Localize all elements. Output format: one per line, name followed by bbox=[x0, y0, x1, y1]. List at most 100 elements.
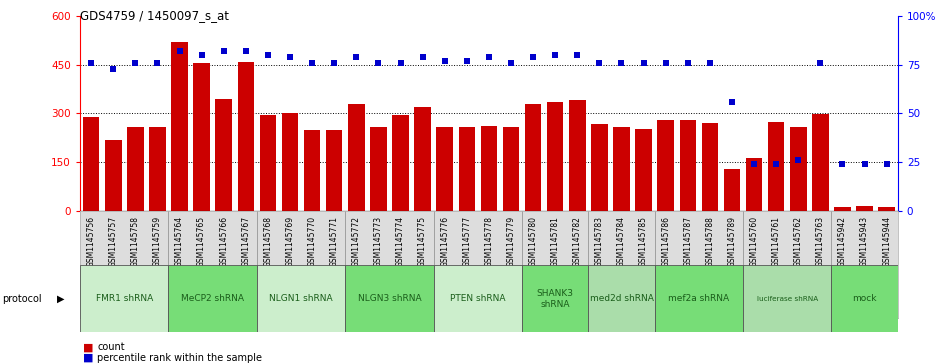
Bar bbox=[480, 126, 497, 211]
Point bbox=[283, 54, 298, 60]
Text: SHANK3
shRNA: SHANK3 shRNA bbox=[537, 289, 574, 309]
Point bbox=[636, 60, 651, 66]
Text: NLGN1 shRNA: NLGN1 shRNA bbox=[269, 294, 333, 303]
Point bbox=[84, 60, 99, 66]
Point bbox=[769, 161, 784, 167]
Bar bbox=[723, 169, 740, 211]
Point bbox=[703, 60, 718, 66]
Bar bbox=[812, 114, 829, 211]
Text: GSM1145782: GSM1145782 bbox=[573, 216, 582, 267]
Text: GSM1145784: GSM1145784 bbox=[617, 216, 626, 267]
Bar bbox=[193, 63, 210, 211]
Point bbox=[216, 48, 231, 54]
Point bbox=[503, 60, 518, 66]
Bar bbox=[856, 206, 873, 211]
Point bbox=[570, 52, 585, 58]
Text: GSM1145758: GSM1145758 bbox=[131, 216, 139, 267]
Text: ▶: ▶ bbox=[57, 294, 64, 303]
Point bbox=[393, 60, 408, 66]
Bar bbox=[525, 104, 542, 211]
Text: GSM1145773: GSM1145773 bbox=[374, 216, 382, 267]
Text: GSM1145772: GSM1145772 bbox=[351, 216, 361, 267]
Bar bbox=[370, 127, 386, 211]
Bar bbox=[746, 158, 762, 211]
Bar bbox=[768, 122, 785, 211]
Point bbox=[327, 60, 342, 66]
Text: GDS4759 / 1450097_s_at: GDS4759 / 1450097_s_at bbox=[80, 9, 229, 22]
Text: GSM1145780: GSM1145780 bbox=[528, 216, 538, 267]
Point bbox=[592, 60, 607, 66]
Text: GSM1145759: GSM1145759 bbox=[153, 216, 162, 267]
Bar bbox=[326, 130, 343, 211]
Text: GSM1145756: GSM1145756 bbox=[87, 216, 96, 267]
Bar bbox=[414, 107, 430, 211]
Bar bbox=[613, 127, 630, 211]
Bar bbox=[591, 124, 608, 211]
Text: mef2a shRNA: mef2a shRNA bbox=[668, 294, 729, 303]
Text: GSM1145760: GSM1145760 bbox=[750, 216, 758, 267]
Bar bbox=[503, 127, 519, 211]
Text: ■: ■ bbox=[83, 342, 93, 352]
Bar bbox=[83, 117, 100, 211]
Text: GSM1145944: GSM1145944 bbox=[882, 216, 891, 267]
Bar bbox=[392, 115, 409, 211]
Point bbox=[747, 161, 762, 167]
Bar bbox=[459, 127, 475, 211]
Bar bbox=[260, 115, 276, 211]
Bar bbox=[304, 130, 320, 211]
Text: GSM1145766: GSM1145766 bbox=[219, 216, 228, 267]
Point bbox=[835, 161, 850, 167]
Text: GSM1145788: GSM1145788 bbox=[706, 216, 714, 267]
Text: percentile rank within the sample: percentile rank within the sample bbox=[97, 352, 262, 363]
Text: GSM1145781: GSM1145781 bbox=[551, 216, 560, 267]
FancyBboxPatch shape bbox=[433, 265, 522, 332]
FancyBboxPatch shape bbox=[80, 265, 169, 332]
Bar bbox=[878, 207, 895, 211]
Bar bbox=[569, 101, 586, 211]
FancyBboxPatch shape bbox=[346, 265, 433, 332]
Bar bbox=[149, 127, 166, 211]
Point bbox=[304, 60, 319, 66]
Point bbox=[724, 99, 739, 105]
Text: GSM1145786: GSM1145786 bbox=[661, 216, 670, 267]
Text: GSM1145943: GSM1145943 bbox=[860, 216, 869, 267]
Point bbox=[260, 52, 275, 58]
Text: GSM1145768: GSM1145768 bbox=[264, 216, 272, 267]
FancyBboxPatch shape bbox=[169, 265, 257, 332]
FancyBboxPatch shape bbox=[257, 265, 346, 332]
Bar bbox=[105, 140, 122, 211]
Point bbox=[481, 54, 496, 60]
Text: GSM1145942: GSM1145942 bbox=[838, 216, 847, 267]
Text: GSM1145776: GSM1145776 bbox=[440, 216, 449, 267]
Bar bbox=[348, 104, 365, 211]
Bar bbox=[679, 120, 696, 211]
Text: mock: mock bbox=[853, 294, 877, 303]
Bar bbox=[216, 99, 232, 211]
Point bbox=[680, 60, 695, 66]
Point bbox=[349, 54, 364, 60]
Bar bbox=[237, 62, 254, 211]
Text: GSM1145757: GSM1145757 bbox=[108, 216, 118, 267]
Text: GSM1145761: GSM1145761 bbox=[771, 216, 781, 267]
Point bbox=[460, 58, 475, 64]
Text: GSM1145763: GSM1145763 bbox=[816, 216, 825, 267]
Bar bbox=[436, 127, 453, 211]
Point bbox=[614, 60, 629, 66]
Text: FMR1 shRNA: FMR1 shRNA bbox=[96, 294, 153, 303]
Bar bbox=[547, 102, 563, 211]
Point bbox=[128, 60, 143, 66]
Point bbox=[238, 48, 253, 54]
Point bbox=[790, 157, 805, 163]
FancyBboxPatch shape bbox=[655, 265, 743, 332]
Text: GSM1145775: GSM1145775 bbox=[418, 216, 427, 267]
Bar bbox=[658, 120, 674, 211]
Point bbox=[437, 58, 452, 64]
Point bbox=[879, 161, 894, 167]
Point bbox=[172, 48, 187, 54]
Point bbox=[526, 54, 541, 60]
Point bbox=[857, 161, 872, 167]
Bar bbox=[127, 127, 143, 211]
Point bbox=[371, 60, 386, 66]
Bar bbox=[702, 122, 718, 211]
Text: GSM1145789: GSM1145789 bbox=[727, 216, 737, 267]
